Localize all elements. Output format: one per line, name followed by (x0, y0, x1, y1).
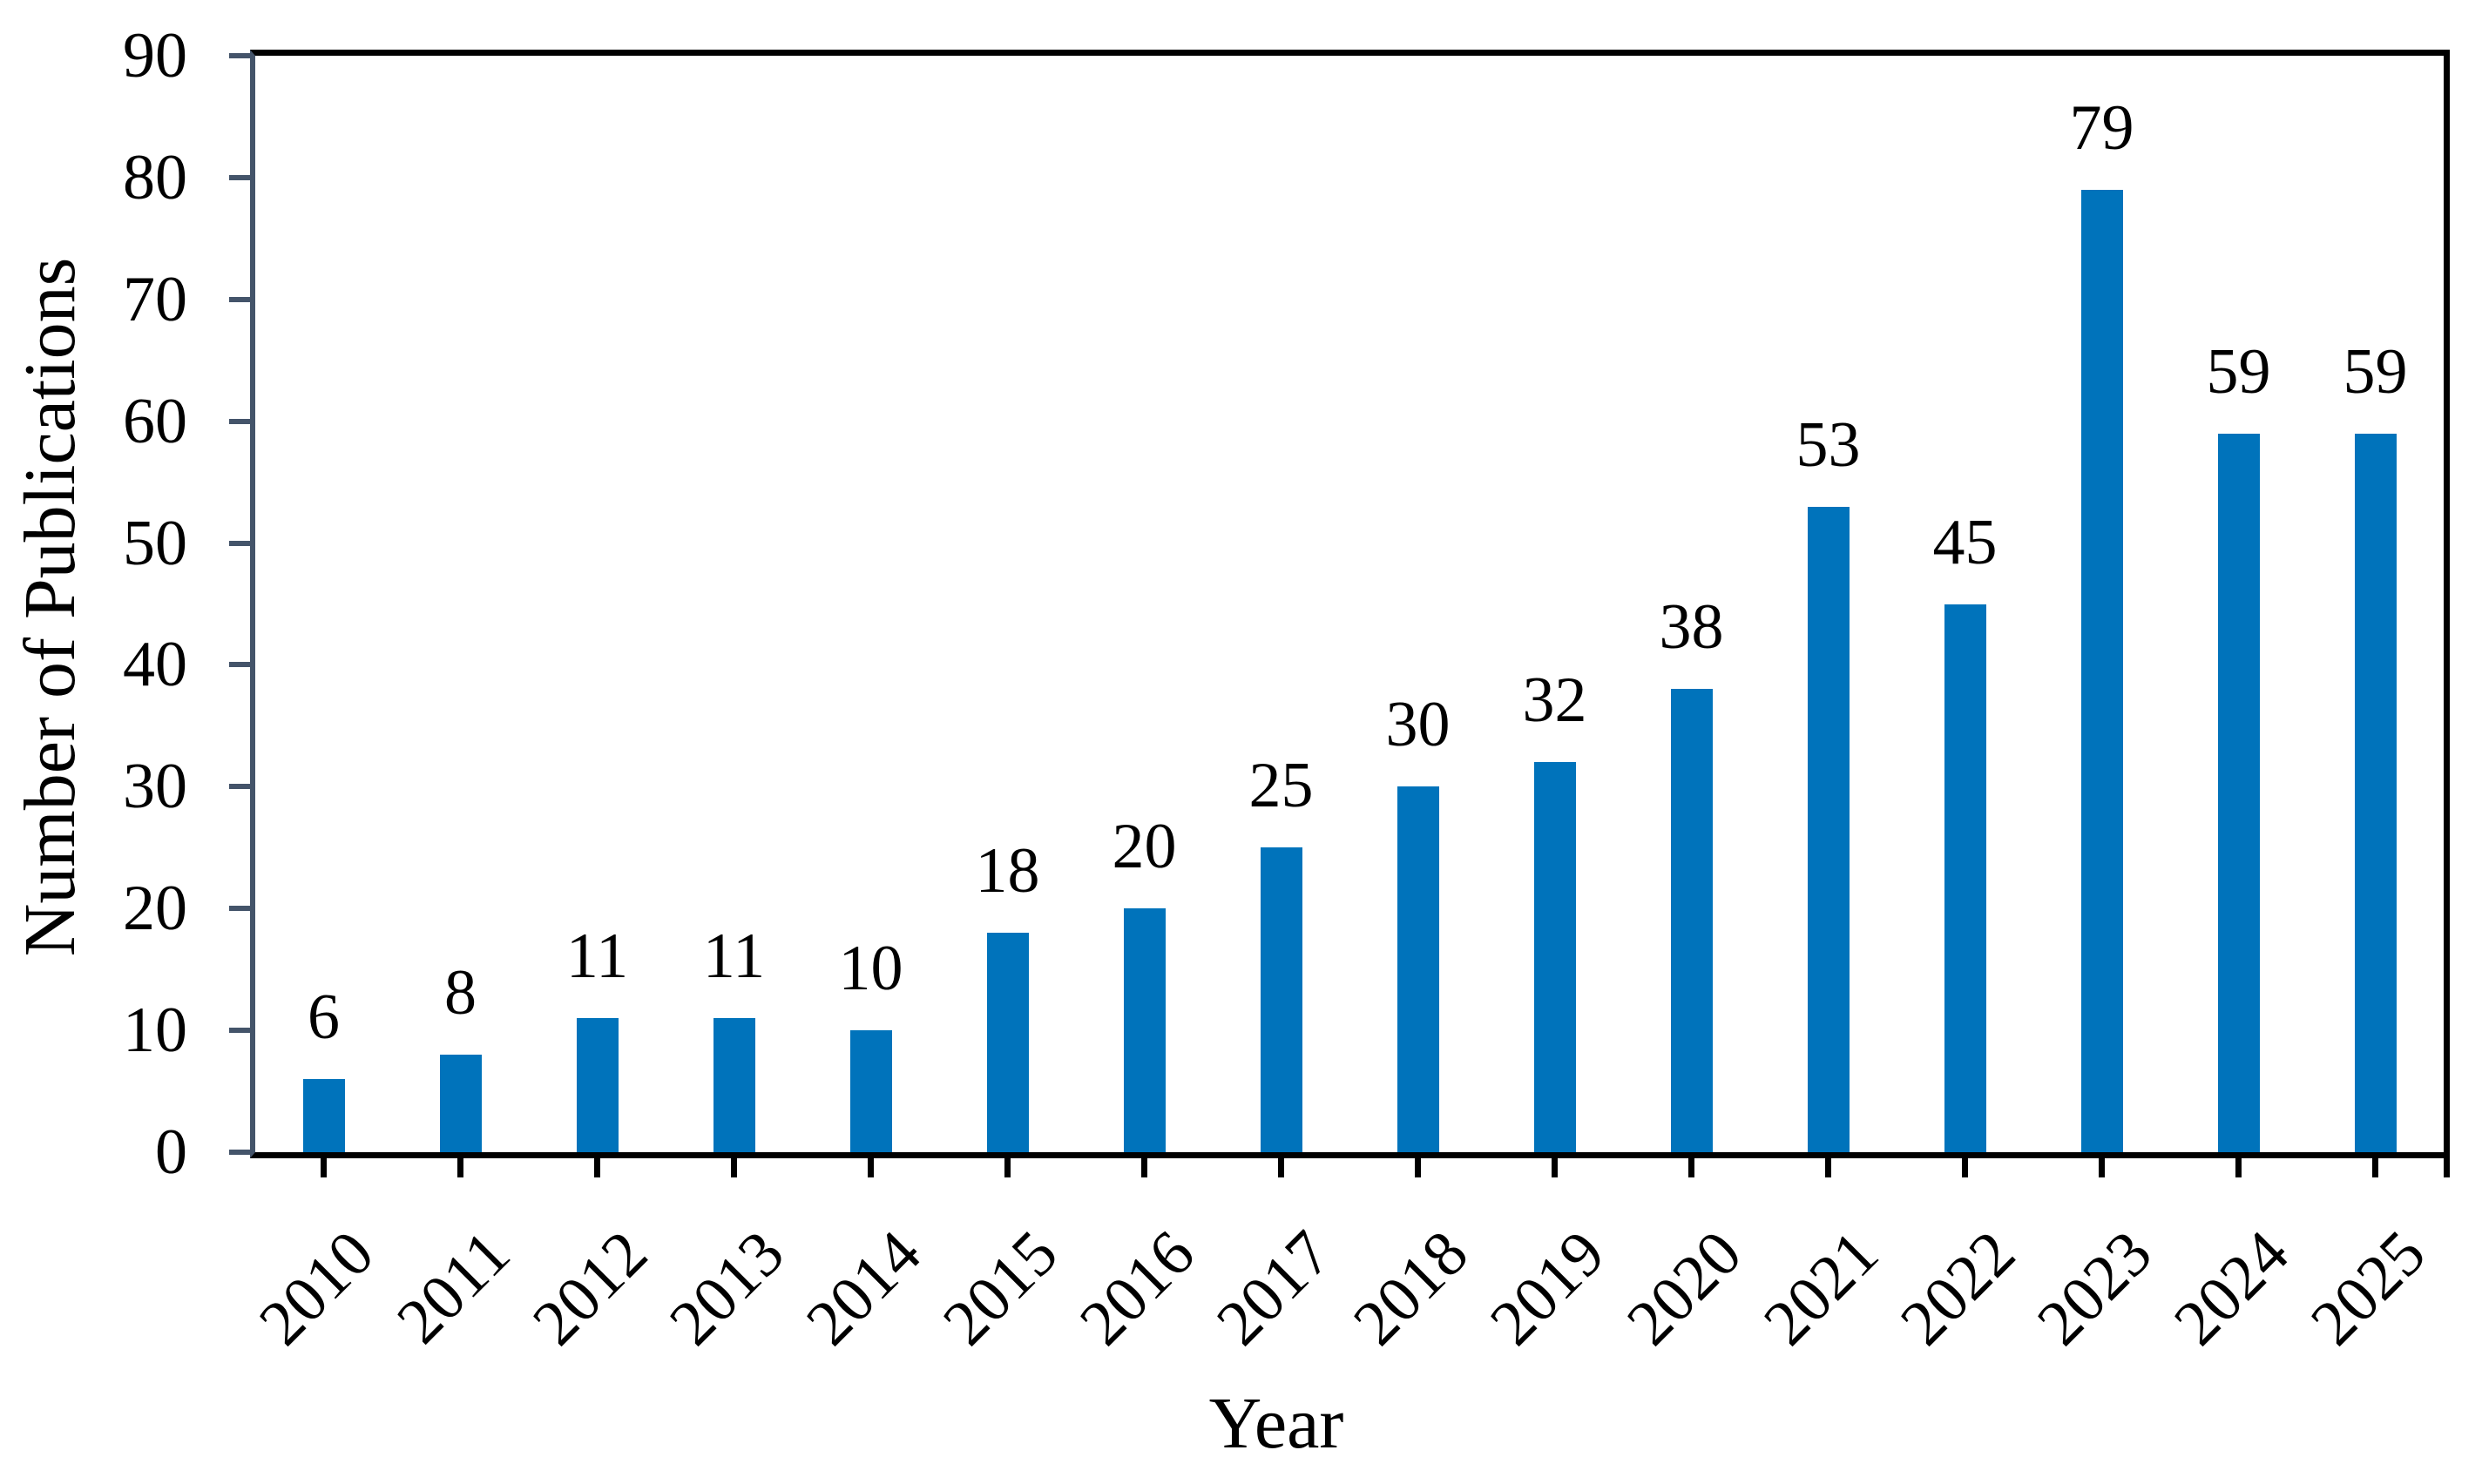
bar-value-label: 25 (1248, 750, 1314, 822)
x-tick-label: 2017 (1202, 1217, 1345, 1359)
x-tick-label: 2014 (792, 1217, 935, 1359)
x-tick-label: 2023 (2023, 1217, 2166, 1359)
x-tick (731, 1152, 737, 1177)
x-tick (1552, 1152, 1558, 1177)
bar (576, 1018, 619, 1152)
bar-value-label: 8 (444, 957, 477, 1029)
y-tick (229, 906, 250, 912)
y-tick-label: 40 (123, 629, 187, 701)
x-tick-label: 2022 (1886, 1217, 2029, 1359)
y-tick-label: 90 (123, 20, 187, 91)
x-tick (1415, 1152, 1421, 1177)
bar-value-label: 11 (565, 921, 629, 993)
x-tick (594, 1152, 600, 1177)
y-tick-label: 80 (123, 141, 187, 213)
x-tick (2235, 1152, 2242, 1177)
bar (1670, 689, 1713, 1152)
bar (986, 933, 1029, 1152)
x-tick (1278, 1152, 1284, 1177)
bar (1123, 908, 1166, 1152)
bar-value-label: 59 (2343, 335, 2408, 408)
bar-value-label: 53 (1796, 408, 1861, 481)
x-tick-label: 2016 (1065, 1217, 1208, 1359)
bar-value-label: 18 (975, 835, 1040, 907)
x-tick-label: 2020 (1613, 1217, 1755, 1359)
bar (1944, 604, 1986, 1152)
x-tick (1688, 1152, 1694, 1177)
x-tick-label: 2013 (655, 1217, 798, 1359)
bar-value-label: 38 (1659, 591, 1724, 664)
x-tick (1004, 1152, 1011, 1177)
bar-value-label: 32 (1522, 664, 1587, 737)
x-tick (1141, 1152, 1147, 1177)
bar (2217, 433, 2260, 1152)
y-tick (229, 662, 250, 668)
bar (302, 1079, 345, 1152)
x-tick (2372, 1152, 2378, 1177)
x-tick (868, 1152, 874, 1177)
bar (2354, 433, 2397, 1152)
y-tick-label: 20 (123, 873, 187, 945)
y-tick-label: 0 (155, 1116, 187, 1188)
x-tick-label: 2025 (2296, 1217, 2439, 1359)
y-tick-label: 10 (123, 995, 187, 1067)
bar-value-label: 30 (1385, 689, 1451, 761)
x-tick (1962, 1152, 1968, 1177)
x-axis-end-tick (2444, 1152, 2450, 1177)
bar (2080, 189, 2123, 1152)
y-tick (229, 540, 250, 546)
x-tick-label: 2010 (245, 1217, 388, 1359)
x-tick (2099, 1152, 2105, 1177)
bar-value-label: 45 (1932, 506, 1998, 578)
bar (1260, 847, 1302, 1152)
x-tick-label: 2018 (1339, 1217, 1482, 1359)
bar-value-label: 79 (2069, 91, 2134, 164)
bar-value-label: 6 (308, 981, 340, 1054)
x-tick (321, 1152, 327, 1177)
bar (1397, 786, 1439, 1152)
x-tick (1825, 1152, 1831, 1177)
y-tick (229, 296, 250, 302)
x-tick-label: 2019 (1476, 1217, 1619, 1359)
x-tick-label: 2011 (383, 1217, 524, 1358)
x-tick-label: 2015 (929, 1217, 1072, 1359)
bar (1533, 762, 1576, 1152)
x-tick-label: 2012 (518, 1217, 661, 1359)
x-tick-label: 2024 (2160, 1217, 2303, 1359)
bar (849, 1030, 892, 1152)
y-tick-label: 30 (123, 751, 187, 823)
bar-value-label: 11 (702, 921, 766, 993)
bar (1807, 506, 1850, 1152)
y-tick (229, 418, 250, 424)
bar-value-label: 20 (1112, 811, 1177, 883)
y-axis-title: Number of Publications (10, 257, 91, 957)
plot-area: 6 2010 8 2011 11 2012 11 2013 10 2014 18 2015 20 2016… (123, 24, 2450, 1359)
bar (713, 1018, 755, 1152)
x-tick (457, 1152, 463, 1177)
y-tick (229, 1028, 250, 1034)
bar-value-label: 10 (838, 933, 903, 1005)
bar (439, 1055, 482, 1152)
bar-value-label: 59 (2206, 335, 2271, 408)
x-axis-title: Year (1208, 1383, 1344, 1464)
y-tick-label: 50 (123, 507, 187, 579)
y-tick (229, 1150, 250, 1155)
y-tick (229, 784, 250, 790)
y-tick (229, 174, 250, 180)
y-tick-label: 70 (123, 263, 187, 335)
y-tick-label: 60 (123, 385, 187, 457)
y-tick (229, 53, 250, 58)
x-tick-label: 2021 (1749, 1217, 1892, 1359)
